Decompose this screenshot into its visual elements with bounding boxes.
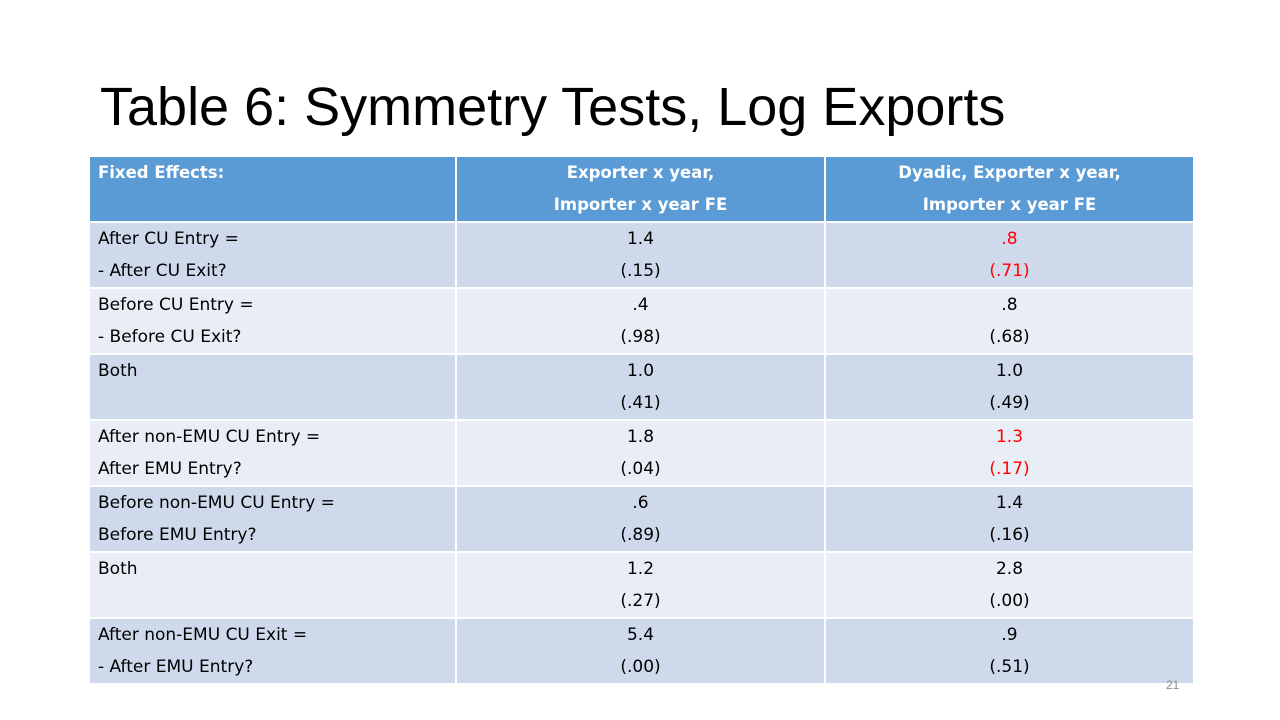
cell-dyadic-fe: 2.8 (.00) [824, 551, 1195, 619]
cell-exporter-importer-fe: 1.2 (.27) [455, 551, 826, 619]
header-line: Importer x year FE [553, 195, 728, 214]
cell-dyadic-fe: .8 (.68) [824, 287, 1195, 355]
table-row: After non-EMU CU Exit = - After EMU Entry… [88, 617, 1195, 685]
cell-line: (.15) [620, 261, 661, 281]
cell-line: - After EMU Entry? [98, 657, 254, 677]
cell-line: After non-EMU CU Entry = [98, 427, 321, 447]
cell-line: 1.8 [626, 427, 655, 447]
cell-line: (.17) [989, 459, 1030, 479]
cell-line: .4 [632, 295, 649, 315]
cell-line: (.71) [989, 261, 1030, 281]
cell-dyadic-fe: 1.0 (.49) [824, 353, 1195, 421]
cell-line: Before CU Entry = [98, 295, 254, 315]
symmetry-tests-table: Fixed Effects: Exporter x year, Importer… [88, 155, 1195, 685]
cell-line: 1.0 [626, 361, 655, 381]
row-label: Both [88, 353, 457, 421]
cell-line: 2.8 [995, 559, 1024, 579]
header-dyadic-exporter-importer-fe: Dyadic, Exporter x year, Importer x year… [824, 155, 1195, 223]
row-label: After non-EMU CU Entry = After EMU Entry? [88, 419, 457, 487]
cell-line: .6 [632, 493, 649, 513]
cell-exporter-importer-fe: .4 (.98) [455, 287, 826, 355]
header-exporter-importer-fe: Exporter x year, Importer x year FE [455, 155, 826, 223]
header-line: Fixed Effects: [98, 163, 225, 182]
row-label: After CU Entry = - After CU Exit? [88, 221, 457, 289]
cell-exporter-importer-fe: 1.8 (.04) [455, 419, 826, 487]
table-row: After non-EMU CU Entry = After EMU Entry?… [88, 419, 1195, 487]
cell-line: (.51) [989, 657, 1030, 677]
header-line: Exporter x year, [566, 163, 715, 182]
cell-line: After CU Entry = [98, 229, 239, 249]
table-row: After CU Entry = - After CU Exit? 1.4 (.15)… [88, 221, 1195, 289]
cell-dyadic-fe: .8 (.71) [824, 221, 1195, 289]
cell-line: 1.3 [995, 427, 1024, 447]
cell-line: Both [98, 361, 138, 381]
cell-line: (.16) [989, 525, 1030, 545]
cell-line: (.98) [620, 327, 661, 347]
cell-line: After EMU Entry? [98, 459, 242, 479]
table-row: Before CU Entry = - Before CU Exit? .4 (.98… [88, 287, 1195, 355]
row-label: Both [88, 551, 457, 619]
cell-exporter-importer-fe: .6 (.89) [455, 485, 826, 553]
header-fixed-effects: Fixed Effects: [88, 155, 457, 223]
cell-line: - After CU Exit? [98, 261, 227, 281]
cell-line: - Before CU Exit? [98, 327, 242, 347]
cell-dyadic-fe: 1.4 (.16) [824, 485, 1195, 553]
row-label: After non-EMU CU Exit = - After EMU Entry… [88, 617, 457, 685]
cell-line: (.49) [989, 393, 1030, 413]
cell-line: Before EMU Entry? [98, 525, 257, 545]
cell-exporter-importer-fe: 1.4 (.15) [455, 221, 826, 289]
row-label: Before non-EMU CU Entry = Before EMU Entr… [88, 485, 457, 553]
table-body: After CU Entry = - After CU Exit? 1.4 (.15)… [88, 221, 1195, 685]
cell-line: (.68) [989, 327, 1030, 347]
cell-line: Both [98, 559, 138, 579]
cell-line: (.27) [620, 591, 661, 611]
page-number: 21 [1166, 678, 1180, 692]
cell-line: Before non-EMU CU Entry = [98, 493, 335, 513]
cell-line: .8 [1001, 229, 1018, 249]
cell-line: 1.4 [995, 493, 1024, 513]
cell-line: (.89) [620, 525, 661, 545]
cell-exporter-importer-fe: 5.4 (.00) [455, 617, 826, 685]
cell-line: .9 [1001, 625, 1018, 645]
header-line: Dyadic, Exporter x year, [898, 163, 1121, 182]
cell-line: (.00) [620, 657, 661, 677]
table-row: Before non-EMU CU Entry = Before EMU Entr… [88, 485, 1195, 553]
cell-line: (.41) [620, 393, 661, 413]
slide-title: Table 6: Symmetry Tests, Log Exports [100, 77, 1006, 137]
table-header-row: Fixed Effects: Exporter x year, Importer… [88, 155, 1195, 223]
table-row: Both 1.2 (.27) 2.8 (.00) [88, 551, 1195, 619]
cell-line: (.00) [989, 591, 1030, 611]
cell-line: (.04) [620, 459, 661, 479]
cell-dyadic-fe: .9 (.51) [824, 617, 1195, 685]
cell-line: 1.2 [626, 559, 655, 579]
cell-line: 5.4 [626, 625, 655, 645]
cell-exporter-importer-fe: 1.0 (.41) [455, 353, 826, 421]
cell-line: .8 [1001, 295, 1018, 315]
cell-dyadic-fe: 1.3 (.17) [824, 419, 1195, 487]
cell-line: 1.0 [995, 361, 1024, 381]
header-line: Importer x year FE [922, 195, 1097, 214]
cell-line: After non-EMU CU Exit = [98, 625, 308, 645]
row-label: Before CU Entry = - Before CU Exit? [88, 287, 457, 355]
cell-line: 1.4 [626, 229, 655, 249]
table-row: Both 1.0 (.41) 1.0 (.49) [88, 353, 1195, 421]
